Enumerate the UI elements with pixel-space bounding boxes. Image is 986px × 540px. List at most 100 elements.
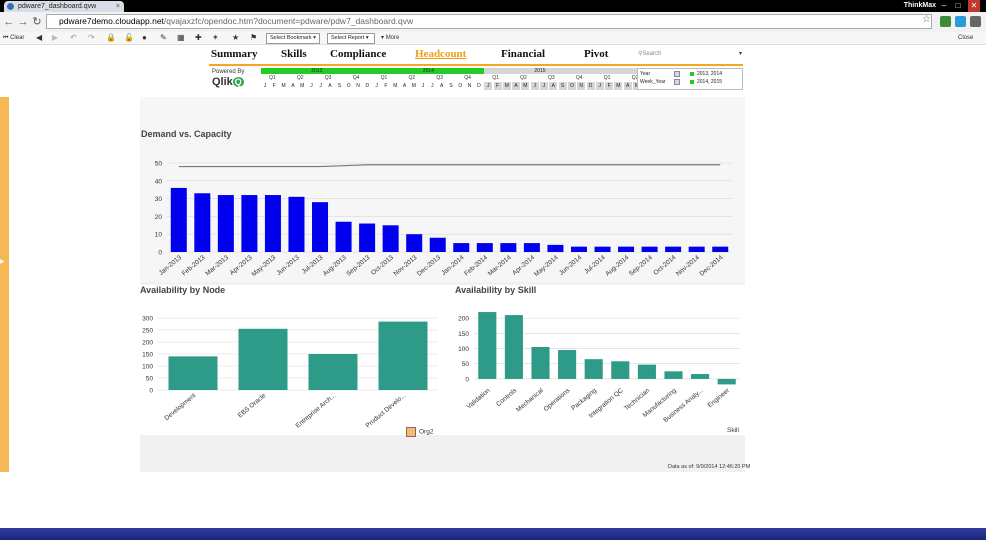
reload-icon[interactable]: ↻ (32, 16, 42, 28)
calendar-month[interactable]: J (595, 82, 604, 90)
calendar-month[interactable]: A (623, 82, 632, 90)
redo-icon[interactable]: ↷ (88, 33, 95, 42)
bar[interactable] (665, 246, 682, 252)
calendar-month[interactable]: A (402, 83, 407, 89)
calendar-quarter[interactable]: Q3 (324, 75, 332, 81)
calendar-year-2014[interactable]: 2014 (372, 68, 485, 74)
calendar-month[interactable]: J (421, 83, 425, 89)
bar[interactable] (194, 193, 211, 252)
bar[interactable] (688, 246, 705, 252)
capacity-line[interactable] (178, 164, 721, 168)
calendar-month[interactable]: N (467, 83, 472, 89)
calendar-month[interactable]: D (365, 83, 370, 89)
bar[interactable] (504, 315, 523, 379)
bar[interactable] (641, 246, 658, 252)
calendar-month[interactable]: A (440, 83, 444, 89)
calendar-quarter[interactable]: Q3 (548, 75, 555, 81)
check-icon[interactable]: ● (142, 33, 147, 42)
bar[interactable] (618, 246, 635, 252)
tab-financial[interactable]: Financial (501, 48, 546, 60)
calendar-month[interactable]: N (356, 83, 360, 89)
selection-lock-icon[interactable] (674, 79, 680, 85)
bar[interactable] (691, 374, 710, 379)
select-report-dropdown[interactable]: Select Report ▾ (327, 33, 375, 44)
calendar-quarter[interactable]: Q2 (296, 75, 304, 81)
calendar-month[interactable]: S (449, 83, 453, 89)
bar[interactable] (570, 246, 587, 252)
bar[interactable] (558, 350, 577, 379)
window-close-button[interactable]: ✕ (968, 0, 980, 12)
table-icon[interactable]: ▦ (177, 33, 185, 42)
calendar-month[interactable]: O (458, 83, 463, 89)
bar[interactable] (288, 196, 305, 252)
browser-tab[interactable]: pdware7_dashboard.qvw × (4, 1, 124, 12)
tab-headcount[interactable]: Headcount (415, 48, 467, 60)
unlock-icon[interactable]: 🔓 (124, 33, 134, 42)
selection-lock-icon[interactable] (674, 71, 680, 77)
bar[interactable] (584, 359, 603, 379)
calendar-month[interactable]: F (493, 82, 502, 90)
bar[interactable] (611, 361, 630, 379)
calendar-month[interactable]: S (558, 82, 567, 90)
bar[interactable] (378, 321, 428, 390)
calendar-quarter[interactable]: Q3 (436, 75, 444, 81)
calendar-month[interactable]: M (281, 83, 286, 89)
maximize-button[interactable]: □ (955, 1, 961, 10)
calendar-month[interactable]: M (614, 82, 623, 90)
calendar-year-2013[interactable]: 2013 (261, 68, 373, 74)
search-input[interactable]: Search (642, 51, 662, 57)
bar[interactable] (712, 246, 729, 252)
calendar-quarter[interactable]: Q4 (575, 75, 583, 81)
bar[interactable] (170, 187, 187, 252)
calendar-month[interactable]: M (411, 83, 416, 89)
calendar-month[interactable]: J (431, 83, 434, 89)
calendar-quarter[interactable]: Q4 (352, 75, 360, 81)
repository-icon[interactable]: ⚑ (250, 33, 258, 42)
bar[interactable] (308, 354, 358, 390)
calendar-quarter[interactable]: Q2 (631, 75, 639, 81)
calendar-quarter[interactable]: Q1 (603, 75, 611, 81)
calendar-month[interactable]: F (384, 83, 388, 89)
calendar-quarter[interactable]: Q4 (464, 75, 471, 81)
calendar-month[interactable]: N (577, 82, 586, 90)
calendar-month[interactable]: A (512, 82, 521, 90)
calendar-month[interactable]: O (346, 83, 351, 89)
bar[interactable] (217, 195, 234, 252)
calendar-month[interactable]: A (291, 83, 295, 89)
bar[interactable] (429, 237, 446, 252)
calendar-month[interactable]: J (540, 82, 548, 90)
calendar-quarter[interactable]: Q1 (380, 75, 388, 81)
calendar-month[interactable]: D (586, 82, 595, 90)
wand-icon[interactable]: ✶ (212, 33, 219, 42)
tab-close-icon[interactable]: × (115, 3, 120, 10)
bar[interactable] (594, 246, 611, 252)
edit-icon[interactable]: ✎ (160, 33, 167, 42)
calendar-quarter[interactable]: Q1 (269, 75, 276, 81)
calendar-month[interactable]: J (263, 83, 267, 89)
calendar-month[interactable]: F (272, 83, 276, 89)
calendar-month[interactable]: J (530, 82, 539, 90)
tab-pivot[interactable]: Pivot (584, 48, 609, 60)
calendar-year-2015[interactable]: 2015 (484, 68, 596, 74)
lock-icon[interactable]: 🔒 (106, 33, 116, 42)
calendar-month[interactable]: S (337, 83, 342, 89)
bar[interactable] (531, 347, 550, 379)
select-bookmark-dropdown[interactable]: Select Bookmark ▾ (266, 33, 320, 44)
undo-icon[interactable]: ↶ (70, 33, 77, 42)
twitter-extension-icon[interactable] (955, 16, 966, 27)
minimize-button[interactable]: – (941, 1, 947, 10)
bar[interactable] (241, 195, 258, 252)
calendar-quarter[interactable]: Q1 (492, 75, 499, 81)
clear-button[interactable]: ⏮ Clear (3, 35, 25, 41)
calendar-quarter[interactable]: Q2 (520, 75, 527, 81)
bar[interactable] (453, 243, 470, 252)
bar[interactable] (500, 243, 517, 252)
search-box[interactable]: ⚲Search ▾ (638, 50, 744, 62)
bookmark-star-icon[interactable]: ☆ (922, 14, 931, 25)
calendar-month[interactable]: O (567, 82, 576, 90)
tab-summary[interactable]: Summary (211, 48, 258, 60)
bar[interactable] (523, 243, 540, 252)
left-collapse-panel[interactable] (0, 97, 9, 472)
calendar-month[interactable]: J (310, 83, 313, 89)
calendar-quarter[interactable]: Q2 (408, 75, 416, 81)
